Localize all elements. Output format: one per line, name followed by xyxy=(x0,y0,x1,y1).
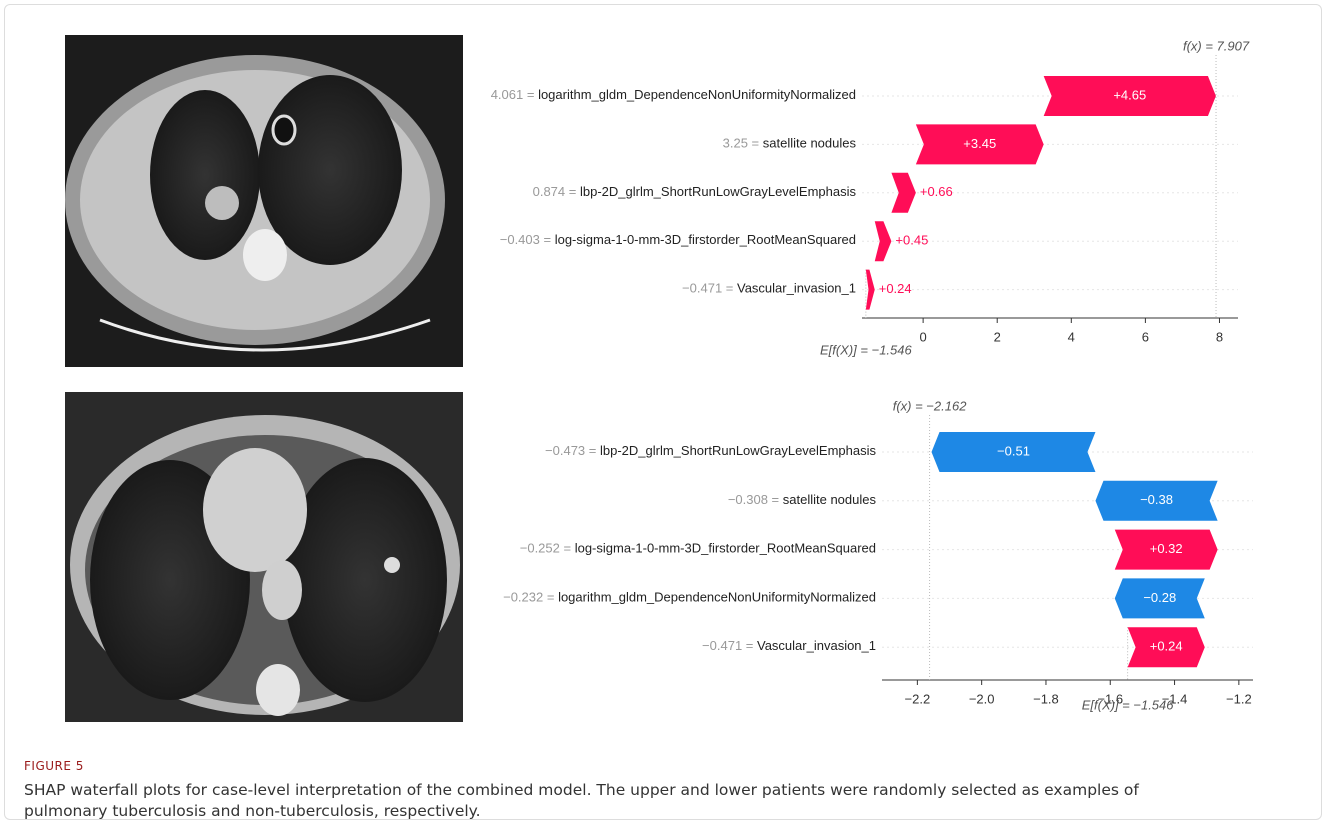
x-tick-label: −2.2 xyxy=(905,691,931,706)
row-label: −0.473 = lbp-2D_glrlm_ShortRunLowGrayLev… xyxy=(545,443,876,458)
feature-name: logarithm_gldm_DependenceNonUniformityNo… xyxy=(558,590,876,605)
row-label: −0.308 = satellite nodules xyxy=(728,492,877,507)
feature-name: Vascular_invasion_1 xyxy=(757,639,876,654)
feature-value: −0.471 = xyxy=(682,281,733,296)
feature-name: log-sigma-1-0-mm-3D_firstorder_RootMeanS… xyxy=(575,541,876,556)
row-label: −0.471 = Vascular_invasion_1 xyxy=(682,281,856,296)
feature-value: 4.061 = xyxy=(491,87,535,102)
value-label: +0.45 xyxy=(895,233,928,248)
x-tick-label: 8 xyxy=(1216,329,1223,344)
row-label: −0.232 = logarithm_gldm_DependenceNonUni… xyxy=(503,590,876,605)
feature-name: lbp-2D_glrlm_ShortRunLowGrayLevelEmphasi… xyxy=(600,443,877,458)
value-label: +0.24 xyxy=(879,281,912,296)
x-tick-label: 0 xyxy=(920,329,927,344)
value-label: +0.24 xyxy=(1150,639,1183,654)
value-label: +3.45 xyxy=(963,136,996,151)
row-label: −0.252 = log-sigma-1-0-mm-3D_firstorder_… xyxy=(520,541,876,556)
feature-value: 0.874 = xyxy=(533,184,577,199)
value-label: −0.51 xyxy=(997,443,1030,458)
feature-value: −0.473 = xyxy=(545,443,596,458)
row-label: 3.25 = satellite nodules xyxy=(723,136,857,151)
row-label: −0.403 = log-sigma-1-0-mm-3D_firstorder_… xyxy=(500,233,856,248)
feature-value: −0.403 = xyxy=(500,233,551,248)
value-label: +0.32 xyxy=(1150,541,1183,556)
page: {"figure_label": "FIGURE 5", "caption": … xyxy=(0,0,1328,826)
fx-label: f(x) = 7.907 xyxy=(1183,38,1250,53)
x-tick-label: 4 xyxy=(1068,329,1075,344)
feature-name: lbp-2D_glrlm_ShortRunLowGrayLevelEmphasi… xyxy=(580,184,857,199)
figure-label: FIGURE 5 xyxy=(24,759,84,773)
value-label: +0.66 xyxy=(920,184,953,199)
feature-value: −0.308 = xyxy=(728,492,779,507)
value-label: −0.28 xyxy=(1143,590,1176,605)
x-tick-label: −1.8 xyxy=(1033,691,1059,706)
bar xyxy=(891,173,915,213)
figure: 4.061 = logarithm_gldm_DependenceNonUnif… xyxy=(0,0,1328,750)
fx-label: f(x) = −2.162 xyxy=(893,398,967,413)
feature-name: Vascular_invasion_1 xyxy=(737,281,856,296)
row-label: 0.874 = lbp-2D_glrlm_ShortRunLowGrayLeve… xyxy=(533,184,857,199)
feature-name: satellite nodules xyxy=(783,492,877,507)
x-tick-label: 2 xyxy=(994,329,1001,344)
value-label: +4.65 xyxy=(1113,87,1146,102)
ct-image-lower xyxy=(65,392,463,722)
figure-caption: SHAP waterfall plots for case-level inte… xyxy=(24,780,1144,822)
feature-value: −0.232 = xyxy=(503,590,554,605)
feature-name: logarithm_gldm_DependenceNonUniformityNo… xyxy=(538,87,856,102)
feature-value: −0.471 = xyxy=(702,639,753,654)
value-label: −0.38 xyxy=(1140,492,1173,507)
feature-value: 3.25 = xyxy=(723,136,760,151)
x-tick-label: −2.0 xyxy=(969,691,995,706)
feature-value: −0.252 = xyxy=(520,541,571,556)
row-label: −0.471 = Vascular_invasion_1 xyxy=(702,639,876,654)
row-label: 4.061 = logarithm_gldm_DependenceNonUnif… xyxy=(491,87,856,102)
ct-image-upper xyxy=(65,35,463,367)
base-label: E[f(X)] = −1.546 xyxy=(820,342,913,357)
feature-name: satellite nodules xyxy=(763,136,857,151)
x-tick-label: −1.2 xyxy=(1226,691,1252,706)
feature-name: log-sigma-1-0-mm-3D_firstorder_RootMeanS… xyxy=(555,233,856,248)
x-tick-label: 6 xyxy=(1142,329,1149,344)
base-label: E[f(X)] = −1.546 xyxy=(1082,697,1175,712)
